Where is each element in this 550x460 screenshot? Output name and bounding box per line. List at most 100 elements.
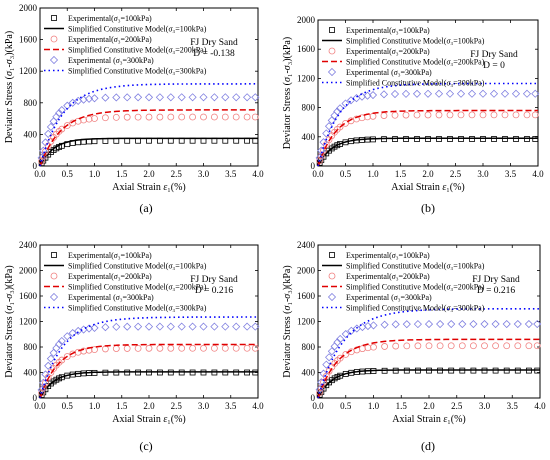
- data-point-diamond: [166, 93, 175, 102]
- data-point-circle: [189, 113, 197, 121]
- data-point-diamond: [491, 319, 500, 329]
- data-point-circle: [458, 342, 466, 350]
- data-point-circle: [232, 113, 240, 121]
- annotation-material: FJ Dry Sand: [190, 38, 238, 48]
- x-tick-label: 4.0: [252, 169, 264, 179]
- data-point-diamond: [458, 319, 467, 329]
- data-point-circle: [403, 342, 411, 350]
- data-point-diamond: [46, 122, 55, 132]
- y-tick-label: 1200: [297, 73, 316, 83]
- data-point-diamond: [500, 89, 510, 98]
- data-point-circle: [380, 112, 388, 119]
- data-point-circle: [63, 122, 71, 129]
- series-line: [39, 371, 258, 399]
- data-point-diamond: [413, 320, 422, 329]
- x-tick-label: 3.5: [225, 169, 237, 179]
- legend-entry: Simplified Constitutive Model(σ₃=300kPa): [346, 304, 485, 313]
- y-tick-label: 1200: [19, 317, 38, 327]
- legend-entry: Experimental(σ₃=100kPa): [68, 251, 152, 260]
- x-tick-label: 1.0: [368, 401, 380, 411]
- data-point-diamond: [341, 329, 350, 339]
- y-tick-label: 2400: [19, 240, 38, 250]
- x-tick-label: 3.0: [198, 401, 210, 411]
- data-point-circle: [85, 115, 93, 123]
- data-point-diamond: [412, 89, 422, 98]
- legend-entry: Simplified Constitutive Model(σ₃=300kPa): [68, 304, 207, 313]
- data-point-circle: [424, 111, 432, 119]
- data-point-circle: [178, 113, 186, 121]
- y-tick-label: 400: [24, 129, 38, 139]
- data-point-circle: [156, 344, 164, 352]
- data-point-diamond: [317, 146, 326, 155]
- data-point-diamond: [243, 93, 252, 102]
- data-point-diamond: [317, 378, 326, 387]
- data-point-circle: [123, 113, 131, 121]
- data-point-circle: [533, 342, 541, 350]
- data-point-diamond: [322, 129, 331, 138]
- y-tick-label: 0: [33, 393, 38, 403]
- data-point-diamond: [401, 89, 411, 98]
- data-point-diamond: [57, 336, 66, 346]
- data-point-diamond: [424, 320, 434, 329]
- data-point-diamond: [199, 322, 208, 331]
- y-axis-label: Deviator Stress (σ₁-σ₃)(kPa): [4, 31, 15, 143]
- data-point-circle: [435, 111, 443, 119]
- data-point-circle: [145, 344, 153, 352]
- data-point-diamond: [144, 322, 154, 331]
- data-point-circle: [134, 113, 142, 121]
- legend-swatch-square: [329, 27, 335, 33]
- data-point-diamond: [325, 353, 334, 362]
- data-point-diamond: [533, 319, 542, 329]
- x-tick-label: 0.0: [34, 401, 46, 411]
- data-point-circle: [531, 111, 539, 119]
- data-point-diamond: [134, 93, 143, 102]
- data-point-circle: [512, 111, 520, 119]
- data-point-diamond: [330, 111, 339, 120]
- y-tick-label: 800: [302, 342, 316, 352]
- data-point-diamond: [177, 93, 186, 102]
- y-axis-label: Deviator Stress (σ₁-σ₃)(kPa): [282, 265, 293, 377]
- x-tick-label: 2.5: [451, 401, 463, 411]
- legend-swatch-square: [51, 252, 57, 258]
- data-point-diamond: [63, 332, 72, 341]
- legend-entry: Simplified Constitutive Model(σ₃=200kPa): [68, 283, 207, 292]
- data-point-circle: [80, 347, 87, 355]
- x-tick-label: 0.0: [34, 169, 46, 179]
- data-point-circle: [123, 345, 131, 352]
- x-tick-label: 3.0: [479, 401, 491, 411]
- data-point-circle: [316, 157, 324, 165]
- data-point-circle: [446, 111, 454, 119]
- data-point-diamond: [341, 99, 350, 108]
- data-point-diamond: [522, 89, 532, 98]
- data-point-circle: [336, 123, 344, 131]
- legend-entry: Simplified Constitutive Model(σ₃=200kPa): [346, 283, 485, 292]
- x-tick-label: 3.0: [198, 169, 210, 179]
- annotation-d-value: D = 0: [483, 61, 505, 71]
- data-point-circle: [358, 345, 366, 353]
- x-tick-label: 3.0: [477, 169, 489, 179]
- x-tick-label: 1.0: [367, 169, 379, 179]
- data-point-diamond: [52, 344, 61, 353]
- data-point-circle: [85, 346, 93, 354]
- data-point-diamond: [52, 112, 61, 121]
- data-point-square: [58, 374, 65, 381]
- annotation-material: FJ Dry Sand: [190, 275, 238, 285]
- y-tick-label: 400: [302, 132, 316, 142]
- x-tick-label: 0.5: [340, 169, 352, 179]
- legend-swatch-circle: [50, 272, 58, 280]
- data-point-circle: [74, 117, 82, 125]
- data-point-diamond: [39, 378, 48, 387]
- legend-entry: Experimental(σ₃=100kPa): [346, 251, 430, 260]
- data-point-diamond: [319, 138, 328, 147]
- y-tick-label: 800: [24, 98, 38, 108]
- data-point-diamond: [390, 89, 400, 99]
- data-point-diamond: [333, 338, 342, 347]
- x-tick-label: 2.0: [143, 169, 155, 179]
- data-point-diamond: [188, 322, 197, 331]
- data-point-diamond: [467, 89, 477, 98]
- data-point-circle: [523, 111, 531, 119]
- data-point-circle: [200, 113, 207, 121]
- x-tick-label: 4.0: [534, 401, 546, 411]
- data-point-circle: [501, 111, 509, 119]
- data-point-circle: [91, 115, 98, 122]
